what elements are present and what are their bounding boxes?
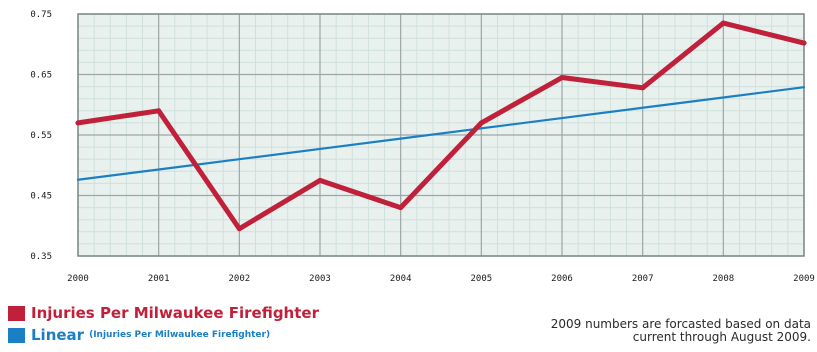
x-tick-label: 2004 (390, 274, 412, 284)
data-point-injuries (478, 120, 484, 126)
y-axis-tick-labels: 0.35 0.45 0.55 0.65 0.75 (30, 10, 52, 262)
x-tick-label: 2001 (148, 274, 170, 284)
series-lines (75, 20, 807, 232)
legend-item-injuries: Injuries Per Milwaukee Firefighter (8, 302, 319, 324)
legend-label-linear-note: (Injuries Per Milwaukee Firefighter) (89, 330, 271, 340)
data-point-injuries (559, 75, 565, 81)
series-line-injuries (75, 20, 807, 232)
legend-swatch-linear (8, 327, 25, 343)
x-axis-tick-labels: 2000 2001 2002 2003 2004 2005 2006 2007 2008 2009 (67, 274, 815, 284)
x-tick-label: 2000 (67, 274, 89, 284)
data-point-injuries (156, 108, 162, 114)
series-line-linear (76, 86, 806, 181)
x-tick-label: 2006 (551, 274, 573, 284)
y-tick-label: 0.65 (30, 71, 52, 81)
x-tick-label: 2002 (228, 274, 250, 284)
plot-border (77, 13, 805, 257)
legend: Injuries Per Milwaukee Firefighter Linea… (8, 302, 319, 346)
x-tick-label: 2003 (309, 274, 331, 284)
y-tick-label: 0.75 (30, 10, 52, 20)
y-tick-label: 0.55 (30, 131, 52, 141)
legend-label-injuries: Injuries Per Milwaukee Firefighter (31, 304, 319, 322)
line-chart: 2000 2001 2002 2003 2004 2005 2006 2007 2008 2009… (30, 10, 815, 284)
data-point-injuries (640, 85, 646, 91)
data-point-injuries (398, 205, 404, 211)
legend-item-linear: Linear (Injuries Per Milwaukee Firefight… (8, 324, 319, 346)
x-tick-label: 2005 (470, 274, 492, 284)
data-point-injuries (801, 40, 807, 46)
legend-label-linear: Linear (31, 326, 85, 344)
x-tick-label: 2009 (793, 274, 815, 284)
x-tick-label: 2008 (712, 274, 734, 284)
legend-swatch-injuries (8, 305, 25, 321)
y-tick-label: 0.35 (30, 252, 52, 262)
data-point-injuries (720, 20, 726, 26)
y-tick-label: 0.45 (30, 192, 52, 202)
data-point-injuries (236, 226, 242, 232)
forecast-note: 2009 numbers are forcasted based on data… (550, 317, 811, 344)
data-point-injuries (317, 177, 323, 183)
x-tick-label: 2007 (632, 274, 654, 284)
grid-lines (77, 13, 805, 257)
data-point-injuries (75, 120, 81, 126)
